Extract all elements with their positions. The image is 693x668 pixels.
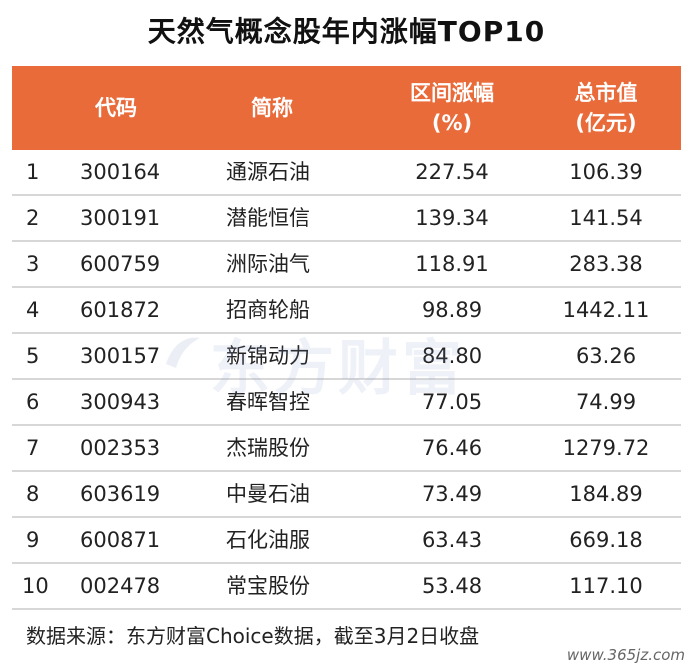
row-rank: 5 <box>26 344 40 368</box>
row-name: 石化油服 <box>226 528 310 552</box>
row-pct: 73.49 <box>421 482 483 506</box>
row-name: 新锦动力 <box>226 344 310 368</box>
row-code: 601872 <box>80 298 161 322</box>
row-code: 300164 <box>80 160 161 184</box>
row-name: 中曼石油 <box>226 482 310 506</box>
row-code: 002478 <box>80 574 161 598</box>
header-pct-unit: (%) <box>431 111 473 135</box>
row-pct: 76.46 <box>421 436 483 460</box>
header-name-label: 简称 <box>251 96 293 120</box>
header-code: 代码 <box>56 66 176 150</box>
row-code: 600871 <box>80 528 161 552</box>
row-cap: 141.54 <box>569 206 643 230</box>
row-rank: 3 <box>26 252 40 276</box>
row-code: 002353 <box>80 436 161 460</box>
table-row: 2 300191 潜能恒信 139.34 141.54 <box>12 196 681 242</box>
row-rank: 2 <box>26 206 40 230</box>
row-pct: 98.89 <box>421 298 483 322</box>
row-name: 招商轮船 <box>226 298 310 322</box>
row-rank: 6 <box>26 390 40 414</box>
row-rank: 8 <box>26 482 40 506</box>
row-name: 通源石油 <box>226 160 310 184</box>
row-pct: 227.54 <box>415 160 489 184</box>
row-pct: 53.48 <box>421 574 483 598</box>
row-cap: 184.89 <box>569 482 643 506</box>
row-pct: 139.34 <box>415 206 489 230</box>
row-pct: 63.43 <box>421 528 483 552</box>
row-cap: 63.26 <box>575 344 637 368</box>
table-row: 9 600871 石化油服 63.43 669.18 <box>12 518 681 564</box>
table-header: 代码 简称 区间涨幅 (%) 总市值 (亿元) <box>12 66 681 150</box>
row-code: 300157 <box>80 344 161 368</box>
row-name: 杰瑞股份 <box>226 436 310 460</box>
row-code: 603619 <box>80 482 161 506</box>
row-rank: 7 <box>26 436 40 460</box>
row-rank: 9 <box>26 528 40 552</box>
table-row: 1 300164 通源石油 227.54 106.39 <box>12 150 681 196</box>
row-cap: 1442.11 <box>562 298 650 322</box>
header-cap: 总市值 (亿元) <box>546 66 666 150</box>
row-cap: 283.38 <box>569 252 643 276</box>
table-row: 10 002478 常宝股份 53.48 117.10 <box>12 564 681 610</box>
row-name: 常宝股份 <box>226 574 310 598</box>
row-rank: 4 <box>26 298 40 322</box>
header-code-label: 代码 <box>95 96 137 120</box>
data-source-note: 数据来源：东方财富Choice数据，截至3月2日收盘 <box>26 624 480 648</box>
row-pct: 118.91 <box>415 252 489 276</box>
row-cap: 1279.72 <box>562 436 650 460</box>
row-rank: 10 <box>22 574 49 598</box>
row-cap: 106.39 <box>569 160 643 184</box>
row-name: 洲际油气 <box>226 252 310 276</box>
table-row: 6 300943 春晖智控 77.05 74.99 <box>12 380 681 426</box>
header-pct: 区间涨幅 (%) <box>382 66 522 150</box>
site-watermark: www.365jz.com <box>566 646 685 664</box>
header-name: 简称 <box>212 66 332 150</box>
row-code: 300943 <box>80 390 161 414</box>
row-cap: 669.18 <box>569 528 643 552</box>
row-cap: 74.99 <box>575 390 637 414</box>
row-code: 600759 <box>80 252 161 276</box>
table-row: 8 603619 中曼石油 73.49 184.89 <box>12 472 681 518</box>
header-cap-label: 总市值 <box>574 81 638 105</box>
page-title: 天然气概念股年内涨幅TOP10 <box>147 15 546 48</box>
table-row: 7 002353 杰瑞股份 76.46 1279.72 <box>12 426 681 472</box>
row-pct: 84.80 <box>421 344 483 368</box>
header-pct-label: 区间涨幅 <box>410 81 494 105</box>
row-rank: 1 <box>26 160 40 184</box>
table-row: 5 300157 新锦动力 84.80 63.26 <box>12 334 681 380</box>
row-code: 300191 <box>80 206 161 230</box>
row-name: 春晖智控 <box>226 390 310 414</box>
row-cap: 117.10 <box>569 574 643 598</box>
row-pct: 77.05 <box>421 390 483 414</box>
row-name: 潜能恒信 <box>226 206 310 230</box>
table-row: 3 600759 洲际油气 118.91 283.38 <box>12 242 681 288</box>
table-row: 4 601872 招商轮船 98.89 1442.11 <box>12 288 681 334</box>
header-cap-unit: (亿元) <box>575 111 637 135</box>
